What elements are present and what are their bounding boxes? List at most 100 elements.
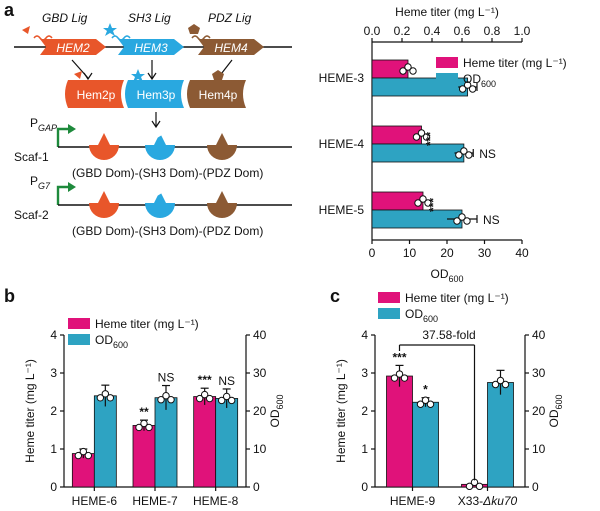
b-legend-od-swatch	[68, 334, 90, 345]
scaffold-domain-2-2	[207, 191, 237, 218]
promoter-arrowhead-1	[68, 124, 76, 134]
protein-shape-hem4p	[187, 80, 246, 108]
a-heme-point	[399, 67, 407, 75]
protein-tag-gbd-icon	[74, 71, 82, 79]
b-heme-point	[145, 423, 153, 432]
protein-label-hem3p: Hem3p	[137, 88, 176, 102]
a-od-point	[455, 151, 463, 159]
panel-label-b: b	[4, 286, 15, 306]
protein-shape-hem2p	[65, 80, 124, 108]
scaf1-sh3-bound-star-icon	[155, 125, 169, 138]
c-od-point	[491, 380, 500, 389]
c-od-point	[416, 400, 425, 408]
a-legend-od-label: OD600	[463, 72, 496, 89]
c-left-tick-label: 1	[361, 442, 368, 456]
a-od-point	[458, 213, 466, 221]
b-od-point	[217, 396, 226, 405]
arrowhead	[147, 72, 157, 81]
promoter-arrowhead-2	[68, 182, 76, 192]
a-bottom-tick-label: 40	[515, 246, 529, 260]
b-heme-bar	[71, 453, 95, 488]
b-heme-bar	[132, 425, 156, 488]
scaffold-domain-2-0	[89, 191, 119, 218]
c-heme-point	[465, 482, 474, 491]
c-left-tick-label: 3	[361, 366, 368, 380]
c-heme-point	[400, 374, 409, 382]
c-od-bar	[412, 401, 439, 488]
a-bottom-tick-label: 0	[369, 246, 376, 260]
a-top-tick-label: 0.4	[424, 24, 441, 38]
gene-arrow-hem3	[118, 39, 184, 55]
a-significance-label: ***	[427, 198, 441, 212]
c-heme-bar	[386, 375, 413, 488]
c-od-bar	[487, 382, 514, 488]
a-od-point	[460, 147, 468, 155]
c-left-axis-label: Heme titer (mg L⁻¹)	[334, 359, 348, 463]
a-top-tick-label: 0.2	[394, 24, 411, 38]
b-left-tick-label: 1	[50, 442, 57, 456]
scaffold-domain-1-0	[89, 133, 119, 160]
c-right-tick-label: 30	[532, 366, 546, 380]
gene-label-hem4: HEM4	[214, 41, 248, 55]
ligand-sh3-star-icon	[103, 23, 117, 36]
c-right-tick-label: 10	[532, 442, 546, 456]
b-legend-od-label: OD600	[95, 333, 128, 350]
c-significance-label: ***	[392, 350, 406, 364]
c-legend-od-label: OD600	[405, 307, 438, 324]
a-od-point	[458, 85, 467, 93]
a-heme-point	[417, 129, 426, 137]
scaffold-name-1: Scaf-1	[14, 150, 49, 164]
b-od-bar	[93, 395, 117, 488]
b-od-point	[167, 396, 175, 404]
a-top-axis-label: Heme titer (mg L⁻¹)	[395, 5, 499, 19]
c-right-tick-label: 20	[532, 404, 546, 418]
c-category-label: HEME-9	[390, 494, 436, 508]
scaffold-domain-2-1	[145, 191, 175, 218]
a-heme-point	[412, 133, 421, 141]
b-significance-label: **	[139, 405, 149, 419]
a-top-tick-label: 1.0	[514, 24, 531, 38]
arrowhead	[151, 120, 161, 129]
arrowhead	[83, 72, 93, 81]
a-heme-point	[404, 63, 412, 71]
a-top-tick-label: 0.6	[454, 24, 471, 38]
a-bottom-axis-label: OD600	[430, 267, 463, 284]
c-left-tick-label: 2	[361, 404, 368, 418]
a-od-point	[465, 151, 473, 159]
b-legend-heme-label: Heme titer (mg L⁻¹)	[95, 317, 199, 331]
c-od-point	[501, 380, 510, 389]
panel-label-c: c	[330, 286, 340, 306]
c-fold-change-label: 37.58-fold	[422, 328, 475, 342]
ligand-label-1: SH3 Lig	[128, 11, 171, 25]
a-od-point	[463, 217, 471, 225]
a-category-label: HEME-5	[319, 203, 365, 217]
c-od-point	[426, 400, 435, 408]
gene-arrow-hem2	[40, 39, 106, 55]
c-left-tick-label: 0	[361, 480, 368, 494]
b-od-point	[106, 394, 115, 402]
b-left-tick-label: 4	[50, 328, 57, 342]
a-heme-point	[409, 67, 417, 75]
scaffold-domain-1-2	[207, 133, 237, 160]
c-right-axis-label-group: OD600	[547, 394, 564, 427]
protein-tag-pdz-icon	[212, 70, 224, 80]
b-heme-point	[140, 419, 148, 428]
c-heme-point	[390, 374, 399, 382]
a-top-tick-label: 0.8	[484, 24, 501, 38]
protein-tag-sh3-icon	[131, 69, 145, 82]
c-legend-od-swatch	[378, 308, 400, 319]
c-category-label: X33-Δku70	[458, 494, 518, 508]
a-bottom-tick-label: 30	[478, 246, 492, 260]
c-heme-point	[475, 482, 484, 491]
b-left-tick-label: 2	[50, 404, 57, 418]
gene-label-hem3: HEM3	[134, 41, 168, 55]
promoter-label-2: PG7	[30, 174, 51, 191]
c-legend-heme-swatch	[378, 292, 400, 303]
c-legend-heme-label: Heme titer (mg L⁻¹)	[405, 291, 509, 305]
c-left-tick-label: 4	[361, 328, 368, 342]
b-left-tick-label: 3	[50, 366, 57, 380]
a-ns-label: NS	[483, 213, 500, 227]
b-left-axis-label: Heme titer (mg L⁻¹)	[23, 359, 37, 463]
a-bottom-axis-label-group: OD600	[430, 267, 463, 284]
a-bottom-tick-label: 10	[403, 246, 417, 260]
